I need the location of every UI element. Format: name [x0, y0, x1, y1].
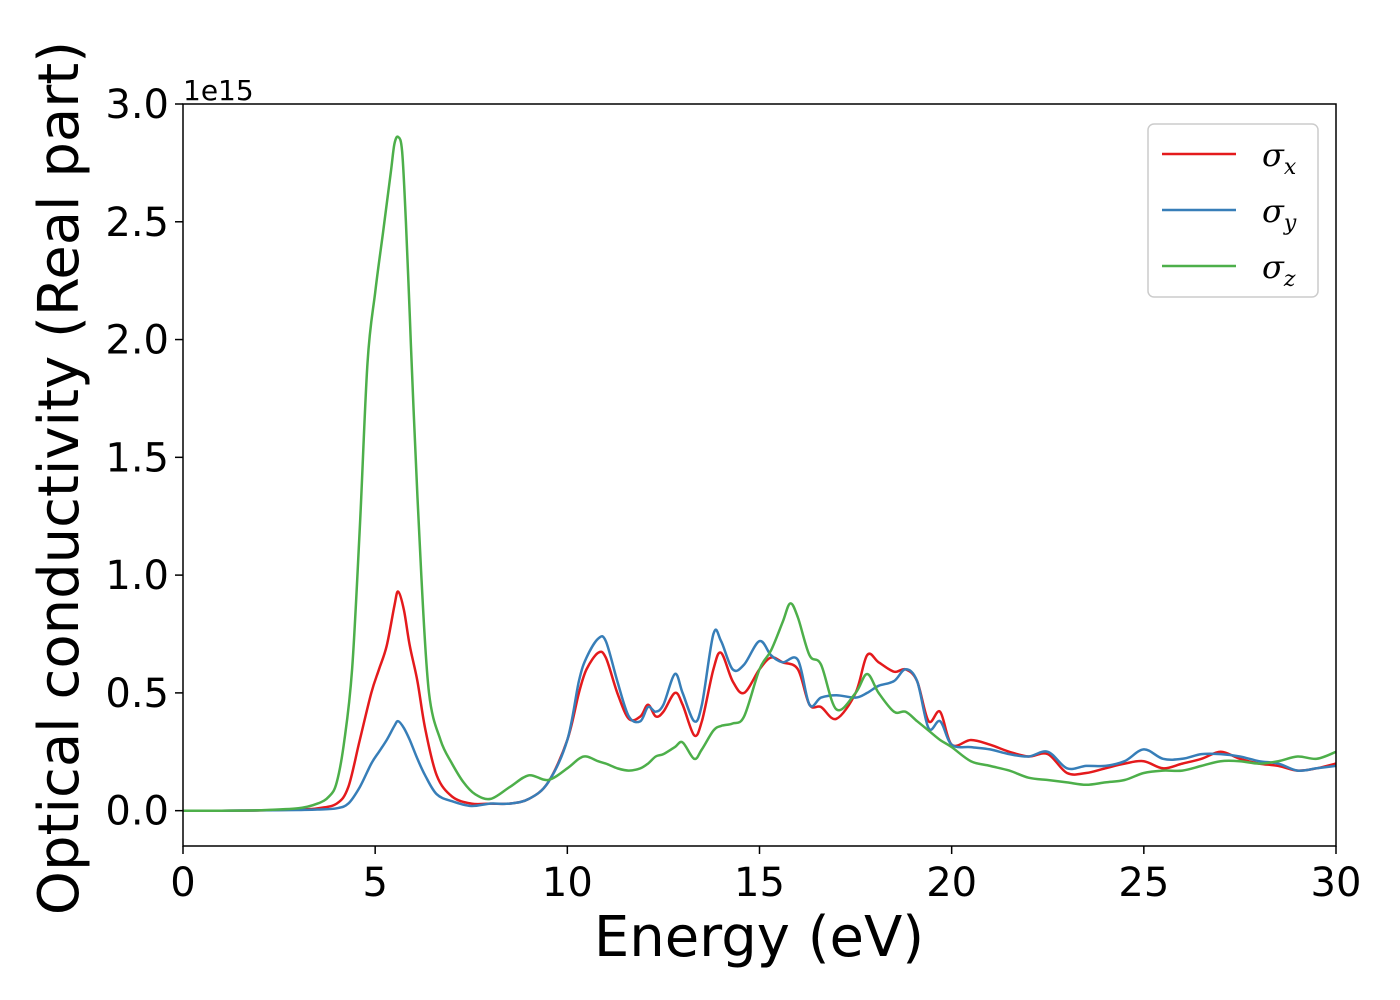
x-tick-label: 15: [734, 860, 785, 906]
x-tick-label: 25: [1118, 860, 1169, 906]
legend-label-z: σz: [1262, 248, 1296, 292]
series-layer: [183, 135, 1336, 812]
legend-label-x: σx: [1262, 136, 1297, 180]
y-tick-label: 1.0: [105, 553, 169, 599]
y-tick-label: 0.5: [105, 671, 169, 717]
series-line-x: [183, 590, 1336, 812]
y-tick-label: 1.5: [105, 435, 169, 481]
legend-label-y: σy: [1262, 192, 1297, 236]
y-tick-label: 0.0: [105, 789, 169, 835]
x-tick-label: 0: [170, 860, 195, 906]
series-line-y: [183, 628, 1336, 812]
x-axis-title: Energy (eV): [594, 905, 924, 970]
series-line-z: [183, 135, 1336, 812]
x-tick-label: 5: [362, 860, 387, 906]
y-offset-label: 1e15: [183, 74, 254, 107]
y-tick-label: 2.5: [105, 200, 169, 246]
x-axis-ticks: 0 5 10 15 20 25 30: [170, 846, 1361, 906]
y-tick-label: 2.0: [105, 318, 169, 364]
y-axis-ticks: 0.0 0.5 1.0 1.5 2.0 2.5 3.0: [105, 82, 183, 835]
legend: σx σy σz: [1147, 123, 1319, 298]
y-tick-label: 3.0: [105, 82, 169, 128]
x-tick-label: 10: [542, 860, 593, 906]
x-tick-label: 30: [1311, 860, 1362, 906]
x-tick-label: 20: [926, 860, 977, 906]
y-axis-title: Optical conductivity (Real part): [27, 41, 92, 915]
